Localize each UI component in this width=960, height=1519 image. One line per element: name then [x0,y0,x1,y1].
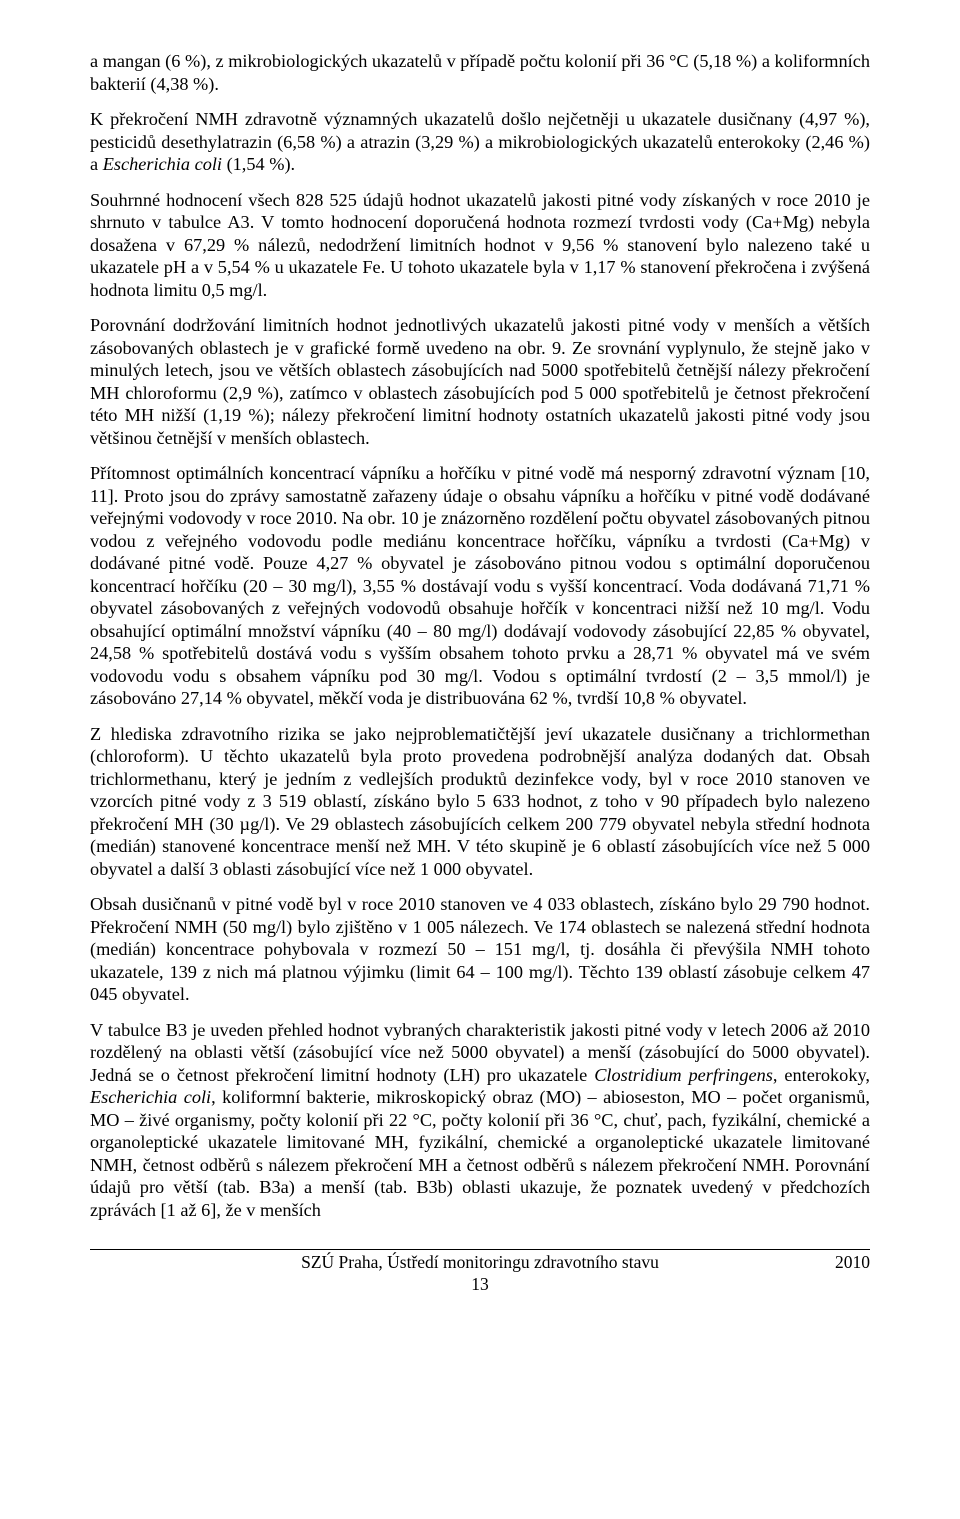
paragraph-2: K překročení NMH zdravotně významných uk… [90,108,870,176]
footer: SZÚ Praha, Ústředí monitoringu zdravotní… [90,1250,870,1274]
italic-taxon: Escherichia coli [90,1087,211,1107]
italic-taxon: Escherichia coli [103,154,222,174]
footer-year: 2010 [835,1252,870,1274]
italic-taxon: Clostridium perfringens [594,1065,773,1085]
paragraph-6: Z hlediska zdravotního rizika se jako ne… [90,723,870,881]
paragraph-5: Přítomnost optimálních koncentrací vápní… [90,462,870,710]
paragraph-8: V tabulce B3 je uveden přehled hodnot vy… [90,1019,870,1222]
page-number: 13 [90,1274,870,1296]
footer-center: SZÚ Praha, Ústředí monitoringu zdravotní… [301,1252,659,1274]
document-page: a mangan (6 %), z mikrobiologických ukaz… [0,0,960,1519]
paragraph-7: Obsah dusičnanů v pitné vodě byl v roce … [90,893,870,1006]
paragraph-4: Porovnání dodržování limitních hodnot je… [90,314,870,449]
text-run: (1,54 %). [222,154,295,174]
paragraph-1: a mangan (6 %), z mikrobiologických ukaz… [90,50,870,95]
text-run: , enterokoky, [773,1065,870,1085]
paragraph-3: Souhrnné hodnocení všech 828 525 údajů h… [90,189,870,302]
